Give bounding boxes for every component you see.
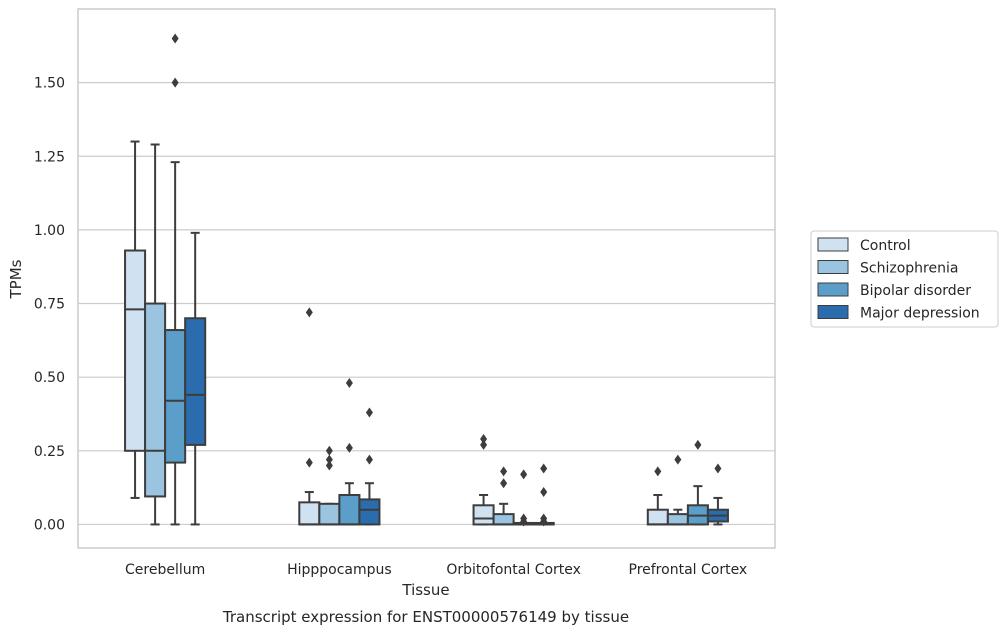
y-tick-label: 0.50	[34, 370, 65, 386]
box-bipolar-disorder	[512, 469, 535, 527]
box-bipolar-disorder	[686, 439, 709, 526]
y-tick-label: 1.50	[34, 76, 65, 92]
y-tick-label: 0.00	[34, 517, 65, 533]
outlier-point	[480, 439, 488, 450]
x-tick-label: Cerebellum	[125, 562, 205, 578]
legend-swatch	[817, 282, 849, 297]
outlier-point	[305, 457, 313, 468]
chart-title: Transcript expression for ENST0000057614…	[222, 608, 629, 626]
x-axis-title: Tissue	[401, 581, 449, 599]
y-tick-label: 1.25	[34, 149, 65, 165]
y-tick-labels: 0.00 0.25 0.50 0.75 1.00 1.25 1.50	[34, 76, 65, 534]
box-iqr	[646, 508, 669, 526]
x-tick-label: Hipppocampus	[287, 562, 392, 578]
outlier-point	[540, 487, 548, 498]
box-schizophrenia	[666, 454, 689, 526]
box-major-depression	[358, 407, 381, 526]
outlier-point	[345, 442, 353, 453]
outlier-point	[171, 77, 179, 88]
box-iqr	[124, 249, 147, 452]
outlier-point	[365, 454, 373, 465]
outlier-point	[500, 466, 508, 477]
legend-swatch	[817, 305, 849, 319]
outlier-point	[654, 466, 662, 477]
outlier-point	[694, 439, 702, 450]
legend-swatch	[817, 260, 849, 274]
x-tick-label: Orbitofontal Cortex	[446, 562, 581, 578]
legend-frame	[810, 230, 999, 328]
legend-label: Control	[860, 238, 911, 254]
box-iqr	[338, 493, 361, 526]
legend-label: Bipolar disorder	[860, 283, 971, 299]
box-iqr	[492, 513, 515, 526]
box-major-depression	[184, 231, 207, 526]
y-axis-title: TPMs	[7, 259, 25, 299]
outlier-point	[540, 513, 548, 524]
box-iqr	[318, 502, 341, 526]
outlier-point	[520, 469, 528, 480]
legend-swatch	[817, 237, 849, 252]
outlier-point	[674, 454, 682, 465]
y-tick-label: 0.75	[34, 297, 65, 313]
outlier-point	[714, 463, 722, 474]
box-iqr	[184, 317, 207, 446]
box-iqr	[164, 329, 187, 464]
outlier-point	[345, 378, 353, 389]
box-schizophrenia	[492, 466, 515, 526]
plot-frame	[77, 8, 776, 549]
box-iqr	[298, 501, 321, 526]
outlier-point	[500, 478, 508, 489]
outlier-point	[365, 407, 373, 418]
box-iqr	[144, 302, 167, 498]
box-major-depression	[706, 463, 729, 526]
box-bipolar-disorder	[164, 33, 187, 526]
x-tick-labels: Cerebellum Hipppocampus Orbitofontal Corte…	[125, 562, 747, 578]
box-major-depression	[532, 463, 555, 527]
legend-label: Schizophrenia	[860, 261, 958, 277]
box-iqr	[472, 504, 495, 526]
plot-background	[78, 9, 775, 548]
boxes	[124, 33, 729, 527]
outlier-point	[540, 463, 548, 474]
outlier-point	[520, 513, 528, 524]
x-tick-label: Prefrontal Cortex	[629, 562, 748, 578]
outlier-point	[325, 460, 333, 471]
outlier-point	[305, 307, 313, 318]
y-tick-label: 0.25	[34, 444, 65, 460]
box-iqr	[358, 498, 381, 526]
outlier-point	[171, 33, 179, 44]
legend-label: Major depression	[860, 306, 980, 322]
outlier-point	[325, 445, 333, 456]
legend: Control Schizophrenia Bipolar disorder Majo…	[810, 230, 999, 328]
outlier-point	[325, 454, 333, 465]
y-tick-label: 1.00	[34, 223, 65, 239]
outlier-point	[480, 434, 488, 445]
box-iqr	[666, 513, 689, 526]
